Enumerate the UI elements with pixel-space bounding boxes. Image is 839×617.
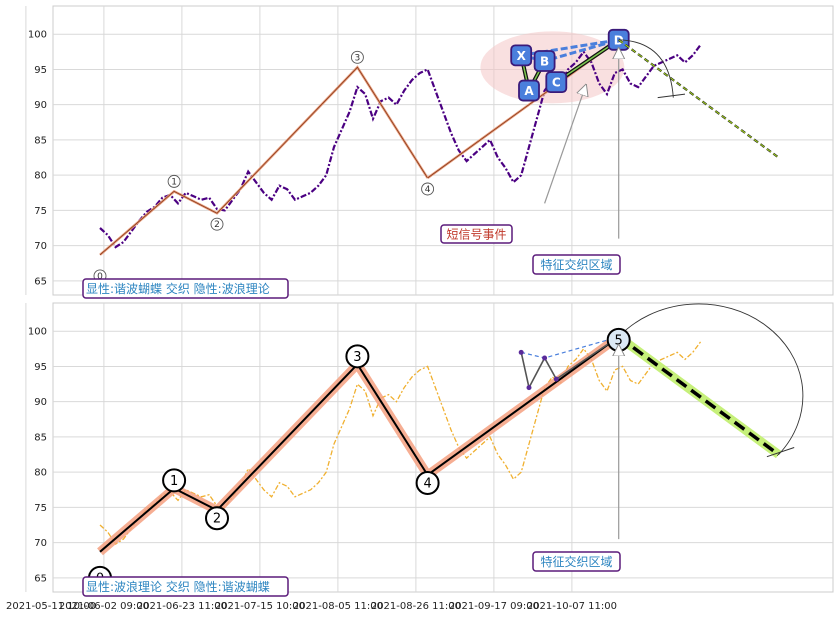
butterfly-point-box bbox=[518, 79, 540, 102]
butterfly-point-label: X bbox=[517, 49, 527, 63]
wave-point-label: 3 bbox=[353, 350, 361, 365]
butterfly-point-box bbox=[510, 44, 533, 67]
y-tick-label: 80 bbox=[34, 468, 47, 479]
wave-point-label: 3 bbox=[355, 53, 361, 63]
x-tick-label: 2021-09-17 09:00 bbox=[449, 601, 539, 612]
wave-point-label: 2 bbox=[214, 220, 220, 230]
y-tick-label: 90 bbox=[34, 100, 47, 111]
x-tick-label: 2021-08-26 11:00 bbox=[371, 601, 461, 612]
y-tick-label: 65 bbox=[34, 276, 47, 287]
x-tick-label: 2021-06-23 11:00 bbox=[137, 601, 227, 612]
forecast-tick bbox=[657, 93, 686, 99]
butterfly-point-label: C bbox=[552, 76, 561, 90]
y-tick-label: 75 bbox=[34, 206, 47, 217]
wave-point-marker bbox=[415, 470, 440, 495]
butterfly-point-box bbox=[533, 50, 556, 72]
y-tick-label: 100 bbox=[28, 30, 47, 41]
butterfly-point bbox=[542, 355, 548, 361]
legend-text: 显性:谐波蝴蝶 交织 隐性:波浪理论 bbox=[86, 281, 270, 296]
wave-point-label: 0 bbox=[97, 272, 103, 282]
legend-box bbox=[82, 278, 289, 299]
price-series bbox=[99, 341, 702, 545]
wave-point-marker bbox=[421, 182, 435, 196]
legend-box bbox=[82, 576, 289, 597]
forecast-line bbox=[617, 335, 780, 456]
y-tick-label: 65 bbox=[34, 573, 47, 584]
signal-arrow bbox=[544, 85, 586, 204]
wave-point-label: 2 bbox=[213, 512, 221, 527]
wave-point-marker bbox=[210, 217, 224, 231]
wave-point-marker bbox=[205, 506, 229, 531]
wave-point-marker bbox=[162, 468, 187, 493]
top-panel: 65707580859095100XABCD01234短信号事件特征交织区域显性… bbox=[25, 5, 834, 299]
legend-text: 显性:波浪理论 交织 隐性:谐波蝴蝶 bbox=[86, 579, 270, 594]
butterfly-point-box bbox=[545, 71, 568, 94]
wave-point-label: 1 bbox=[170, 474, 178, 489]
feature-zone-text: 特征交织区域 bbox=[540, 257, 612, 272]
x-tick-label: 2021-07-15 10:00 bbox=[215, 601, 305, 612]
wave-point-marker bbox=[345, 344, 370, 369]
x-tick-label: 2021-10-07 11:00 bbox=[527, 601, 617, 612]
butterfly-point bbox=[553, 376, 559, 382]
y-tick-label: 95 bbox=[34, 65, 47, 76]
plot-area bbox=[52, 5, 834, 296]
short-signal-box bbox=[440, 224, 513, 244]
short-signal-text: 短信号事件 bbox=[446, 228, 506, 242]
x-tick-label: 2021-06-02 09:00 bbox=[59, 601, 149, 612]
x-tick-label: 2021-05-11 10:00 bbox=[6, 601, 96, 612]
forecast-arc bbox=[618, 303, 804, 455]
bottom-panel: 65707580859095100012345特征交织区域显性:波浪理论 交织 … bbox=[25, 302, 834, 597]
y-tick-label: 80 bbox=[34, 171, 47, 182]
feature-zone-text: 特征交织区域 bbox=[540, 554, 612, 569]
wave-line bbox=[99, 66, 428, 256]
y-tick-label: 100 bbox=[28, 327, 47, 338]
y-tick-label: 85 bbox=[34, 432, 47, 443]
x-tick-label: 2021-08-05 11:00 bbox=[293, 601, 383, 612]
y-tick-label: 85 bbox=[34, 135, 47, 146]
butterfly-point bbox=[518, 349, 524, 355]
wave-line bbox=[99, 336, 620, 553]
y-tick-label: 90 bbox=[34, 397, 47, 408]
forecast-line bbox=[618, 39, 779, 158]
forecast-tick bbox=[766, 447, 795, 458]
wave-point-marker bbox=[167, 174, 181, 188]
wave-point-label: 5 bbox=[615, 333, 623, 348]
feature-zone-box bbox=[532, 254, 621, 275]
wave-point-label: 4 bbox=[423, 476, 431, 491]
butterfly-point-label: B bbox=[540, 54, 549, 68]
y-tick-label: 95 bbox=[34, 362, 47, 373]
plot-area bbox=[52, 302, 834, 593]
wave-point-marker bbox=[350, 50, 364, 64]
forecast-arc bbox=[618, 39, 674, 98]
y-tick-label: 70 bbox=[34, 241, 47, 252]
wave-point-label: 4 bbox=[425, 185, 431, 195]
wave-point-label: 1 bbox=[171, 177, 177, 187]
feature-zone-box bbox=[532, 551, 621, 572]
y-tick-label: 70 bbox=[34, 538, 47, 549]
butterfly-point-label: A bbox=[524, 84, 534, 98]
y-tick-label: 75 bbox=[34, 503, 47, 514]
butterfly-point bbox=[526, 385, 532, 391]
